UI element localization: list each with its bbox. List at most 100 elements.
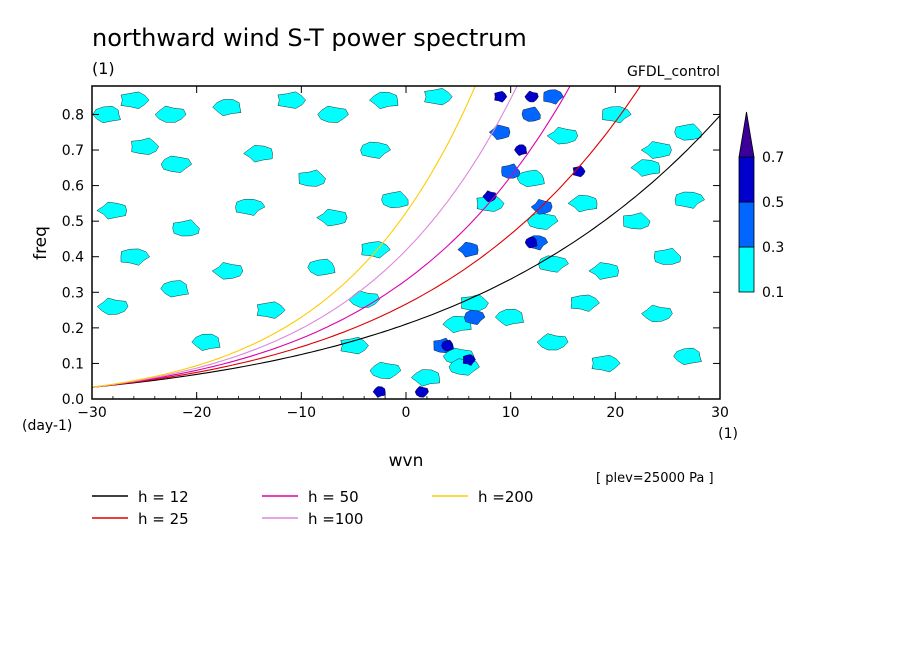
y-tick-label: 0.0 [62, 392, 84, 408]
dispersion-curve-h50 [92, 86, 571, 388]
colorbar-label: 0.3 [762, 240, 784, 256]
contour-patch [256, 301, 286, 319]
colorbar-label: 0.1 [762, 285, 784, 301]
contour-patch [298, 169, 326, 187]
y-tick-label: 0.7 [62, 143, 84, 159]
y-unit-label: (day-1) [22, 418, 72, 434]
contour-patch [307, 258, 336, 276]
contour-patch [462, 354, 476, 366]
legend-label: h =100 [308, 510, 363, 528]
power-contours [92, 88, 705, 398]
contour-patch [464, 309, 486, 325]
contour-patch [160, 280, 189, 298]
contour-patch [243, 145, 273, 163]
x-tick-label: 10 [502, 405, 520, 421]
plot-background [92, 86, 720, 399]
contour-patch [543, 89, 564, 105]
x-axis-label: wvn [389, 451, 424, 471]
contour-patch [641, 304, 673, 323]
contour-patch [527, 212, 559, 230]
model-label: GFDL_control [627, 64, 720, 80]
dispersion-curve-h100 [92, 86, 518, 388]
contour-patch [521, 106, 541, 122]
contour-patch [457, 241, 479, 258]
contour-patch [494, 90, 508, 103]
contour-patch [212, 99, 242, 117]
contour-patch [570, 294, 600, 312]
colorbar: 0.1 0.3 0.5 0.7 [738, 111, 784, 301]
colorbar-label: 0.7 [762, 150, 784, 166]
contour-patch [160, 155, 192, 173]
contour-patch [516, 169, 545, 187]
contour-patch [369, 91, 399, 110]
colorbar-segment [738, 246, 755, 293]
x-tick-label: 0 [402, 405, 411, 421]
contour-patch [514, 144, 528, 156]
contour-patch [674, 191, 705, 209]
contour-patch [424, 88, 453, 106]
contour-patch [131, 137, 159, 155]
x-tick-label: 20 [606, 405, 624, 421]
colorbar-label: 0.5 [762, 195, 784, 211]
contour-patch [211, 262, 244, 280]
y-tick-label: 0.8 [62, 107, 84, 123]
dispersion-curve-h12 [92, 115, 720, 388]
title-unit: (1) [92, 59, 115, 78]
contour-patch [316, 208, 348, 227]
dispersion-curve-h200 [92, 86, 476, 388]
contour-patch [524, 90, 539, 103]
contour-patch [524, 236, 538, 249]
colorbar-segment [738, 201, 755, 248]
legend: h = 12 h = 25 h = 50 h =100 h =200 [92, 488, 533, 528]
y-tick-label: 0.6 [62, 179, 84, 195]
y-axis-label: freq [31, 226, 51, 260]
contour-patch [495, 308, 524, 326]
contour-patch [277, 91, 306, 109]
legend-label: h =200 [478, 488, 533, 506]
x-tick-label: −10 [287, 405, 317, 421]
contour-patch [317, 105, 349, 123]
legend-label: h = 12 [138, 488, 189, 506]
contour-patch [96, 201, 127, 220]
y-tick-label: 0.5 [62, 214, 84, 230]
axes: −30 −20 −10 0 10 20 30 0.0 0.1 0.2 0.3 0.4 0.5 0.6 0.7… [62, 86, 729, 421]
colorbar-extend-arrow [738, 111, 755, 158]
contour-patch [360, 141, 391, 159]
contour-patch [460, 294, 489, 312]
contour-patch [410, 369, 441, 387]
contour-patch [640, 141, 672, 159]
contour-patch [120, 91, 150, 109]
contour-patch [623, 212, 651, 230]
contour-patch [630, 159, 661, 177]
level-note: [ plev=25000 Pa ] [596, 471, 714, 486]
legend-label: h = 50 [308, 488, 359, 506]
x-unit-label: (1) [718, 426, 738, 442]
contour-patch [653, 247, 682, 265]
y-tick-label: 0.1 [62, 356, 84, 372]
contour-patch [572, 165, 586, 178]
legend-label: h = 25 [138, 510, 189, 528]
contour-patch [369, 361, 402, 379]
chart-title: northward wind S-T power spectrum [92, 24, 527, 52]
colorbar-segment [738, 156, 755, 203]
contour-patch [536, 333, 569, 351]
contour-patch [414, 386, 429, 398]
y-tick-label: 0.4 [62, 250, 84, 266]
x-tick-label: −30 [77, 405, 107, 421]
contour-patch [361, 241, 391, 259]
contour-patch [501, 163, 521, 179]
contour-patch [546, 126, 579, 145]
contour-patch [96, 297, 129, 315]
y-tick-label: 0.3 [62, 285, 84, 301]
contour-patch [674, 123, 702, 141]
contour-patch [154, 105, 187, 123]
contour-patch [591, 354, 621, 373]
y-tick-label: 0.2 [62, 321, 84, 337]
contour-patch [588, 262, 619, 280]
contour-patch [172, 219, 200, 237]
dispersion-curves [92, 86, 720, 388]
contour-patch [120, 248, 150, 266]
contour-patch [191, 333, 221, 351]
dispersion-curve-h25 [92, 86, 642, 388]
